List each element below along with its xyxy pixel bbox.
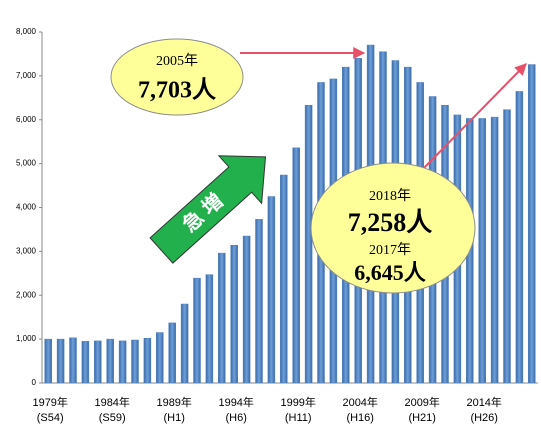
- bar: [81, 341, 90, 384]
- bar: [156, 332, 164, 384]
- bar: [503, 109, 511, 384]
- bar: [304, 105, 313, 384]
- callout-text: 2018年: [369, 188, 411, 204]
- callout: [110, 38, 244, 116]
- x-tick-sublabel: (H21): [408, 412, 436, 424]
- bar: [56, 338, 65, 384]
- x-tick-label: 2009年: [404, 395, 439, 409]
- x-tick-sublabel: (H11): [285, 412, 312, 424]
- x-tick-sublabel: (H6): [226, 412, 247, 424]
- x-tick-label: 2004年: [342, 395, 377, 409]
- x-tick-label: 2014年: [466, 395, 501, 409]
- bar: [168, 322, 176, 384]
- bar: [528, 64, 536, 384]
- trend-arrow: 急 増: [149, 155, 267, 264]
- x-tick-sublabel: (H16): [346, 412, 374, 424]
- bar: [267, 196, 276, 384]
- pointer-arrow: [419, 63, 527, 173]
- bar: [180, 303, 189, 384]
- bar: [230, 244, 238, 384]
- bar: [131, 339, 139, 384]
- callout: [310, 162, 476, 294]
- callout-text: 6,645人: [354, 260, 426, 285]
- y-tick-label: 4,000: [16, 203, 37, 212]
- y-tick-label: 0: [32, 378, 37, 387]
- y-tick-label: 8,000: [16, 27, 37, 36]
- x-tick-sublabel: (H26): [470, 412, 498, 424]
- bar: [255, 219, 263, 384]
- bar: [292, 147, 300, 384]
- bar: [515, 91, 524, 384]
- callout-text: 2017年: [369, 242, 411, 258]
- y-tick-label: 3,000: [16, 246, 37, 255]
- y-tick-label: 5,000: [16, 159, 37, 168]
- bar: [69, 337, 77, 384]
- callout-text: 7,258人: [348, 208, 433, 237]
- x-tick-sublabel: (S54): [37, 412, 64, 424]
- x-tick-label: 1989年: [156, 395, 191, 409]
- y-tick-label: 1,000: [16, 334, 37, 343]
- callout-text: 2005年: [156, 53, 198, 69]
- bar: [478, 118, 486, 384]
- callout-text: 7,703人: [138, 77, 216, 104]
- annotations: 2005年 7,703人 2018年 7,258人 2017年 6,645人 急…: [110, 38, 527, 294]
- x-tick-sublabel: (H1): [164, 412, 185, 424]
- bar: [44, 338, 52, 384]
- x-tick-label: 1984年: [94, 395, 129, 409]
- bar: [94, 340, 102, 384]
- bar: [242, 235, 251, 384]
- bar: [205, 274, 214, 384]
- bar: [218, 252, 226, 384]
- bar: [106, 338, 114, 384]
- x-tick-label: 1979年: [32, 395, 67, 409]
- x-tick-label: 1994年: [218, 395, 253, 409]
- bar: [280, 174, 288, 384]
- bar: [118, 340, 127, 384]
- bar: [143, 337, 152, 384]
- y-tick-label: 2,000: [16, 290, 37, 299]
- arrow-shape: [149, 155, 267, 264]
- x-tick-sublabel: (S59): [99, 412, 126, 424]
- y-tick-label: 6,000: [16, 115, 37, 124]
- y-tick-label: 7,000: [16, 71, 37, 80]
- x-tick-label: 1999年: [280, 395, 315, 409]
- bar: [490, 116, 499, 384]
- bar: [193, 277, 201, 384]
